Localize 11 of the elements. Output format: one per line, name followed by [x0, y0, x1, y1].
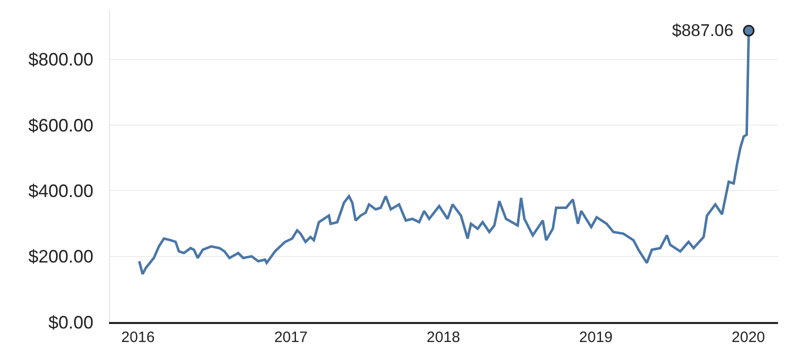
x-tick-label: 2020 [732, 329, 766, 346]
x-tick-label: 2017 [274, 329, 308, 346]
x-tick-label: 2019 [579, 329, 613, 346]
y-tick-label: $800.00 [28, 50, 94, 70]
y-tick-label: $600.00 [28, 115, 94, 136]
annotation: $887.06 [672, 21, 734, 40]
y-tick-label: $0.00 [48, 312, 94, 332]
y-tick-label: $200.00 [28, 246, 94, 267]
x-tick-label: 2018 [426, 329, 460, 346]
x-tick-label: 2016 [121, 329, 155, 346]
y-tick-label: $400.00 [28, 180, 94, 201]
